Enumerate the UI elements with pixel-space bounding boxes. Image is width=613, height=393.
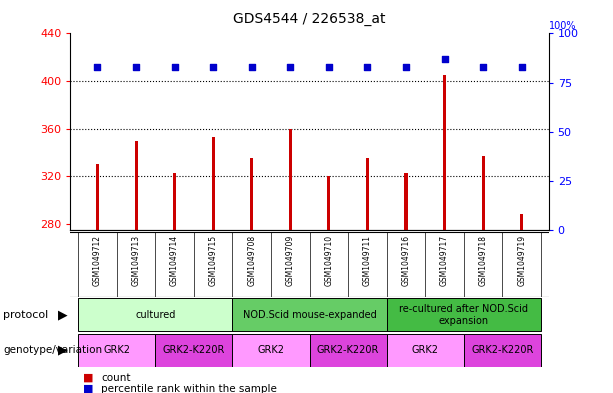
Bar xyxy=(482,156,485,230)
Text: GSM1049718: GSM1049718 xyxy=(479,235,487,286)
Text: GRK2: GRK2 xyxy=(257,345,284,355)
Point xyxy=(362,64,372,70)
Bar xyxy=(387,298,541,331)
Bar xyxy=(173,173,176,230)
Text: NOD.Scid mouse-expanded: NOD.Scid mouse-expanded xyxy=(243,310,376,320)
Text: GSM1049716: GSM1049716 xyxy=(402,235,411,286)
Text: GRK2-K220R: GRK2-K220R xyxy=(471,345,533,355)
Point xyxy=(478,64,488,70)
Text: GSM1049710: GSM1049710 xyxy=(324,235,333,286)
Point xyxy=(131,64,141,70)
Text: GSM1049717: GSM1049717 xyxy=(440,235,449,286)
Bar xyxy=(464,334,541,367)
Bar xyxy=(96,164,99,230)
Text: count: count xyxy=(101,373,131,383)
Bar xyxy=(405,173,408,230)
Bar xyxy=(232,298,387,331)
Text: GRK2: GRK2 xyxy=(103,345,131,355)
Text: ■: ■ xyxy=(83,384,93,393)
Text: GSM1049712: GSM1049712 xyxy=(93,235,102,286)
Bar xyxy=(232,334,310,367)
Bar xyxy=(310,334,387,367)
Text: GSM1049709: GSM1049709 xyxy=(286,235,295,286)
Text: 100%: 100% xyxy=(549,22,576,31)
Point xyxy=(247,64,257,70)
Point xyxy=(93,64,102,70)
Bar xyxy=(520,215,523,230)
Bar xyxy=(155,334,232,367)
Text: protocol: protocol xyxy=(3,310,48,320)
Text: ▶: ▶ xyxy=(58,308,67,321)
Bar xyxy=(443,75,446,230)
Text: genotype/variation: genotype/variation xyxy=(3,345,102,355)
Text: GSM1049713: GSM1049713 xyxy=(132,235,140,286)
Text: GRK2-K220R: GRK2-K220R xyxy=(317,345,379,355)
Text: ■: ■ xyxy=(83,373,93,383)
Point xyxy=(286,64,295,70)
Point xyxy=(170,64,180,70)
Text: cultured: cultured xyxy=(135,310,175,320)
Text: GDS4544 / 226538_at: GDS4544 / 226538_at xyxy=(234,12,386,26)
Bar xyxy=(289,129,292,230)
Point xyxy=(324,64,333,70)
Bar xyxy=(366,158,369,230)
Text: GRK2-K220R: GRK2-K220R xyxy=(162,345,225,355)
Bar xyxy=(134,141,137,230)
Point xyxy=(208,64,218,70)
Text: re-cultured after NOD.Scid
expansion: re-cultured after NOD.Scid expansion xyxy=(399,304,528,325)
Point xyxy=(440,56,449,62)
Point xyxy=(401,64,411,70)
Text: ▶: ▶ xyxy=(58,343,67,357)
Point xyxy=(517,64,527,70)
Bar xyxy=(78,298,232,331)
Bar xyxy=(78,334,155,367)
Text: GSM1049719: GSM1049719 xyxy=(517,235,526,286)
Bar xyxy=(327,176,330,230)
Bar xyxy=(387,334,464,367)
Text: GSM1049711: GSM1049711 xyxy=(363,235,372,286)
Text: GSM1049708: GSM1049708 xyxy=(247,235,256,286)
Bar xyxy=(211,137,215,230)
Text: GSM1049714: GSM1049714 xyxy=(170,235,179,286)
Text: percentile rank within the sample: percentile rank within the sample xyxy=(101,384,277,393)
Bar xyxy=(250,158,253,230)
Text: GRK2: GRK2 xyxy=(412,345,439,355)
Text: GSM1049715: GSM1049715 xyxy=(208,235,218,286)
